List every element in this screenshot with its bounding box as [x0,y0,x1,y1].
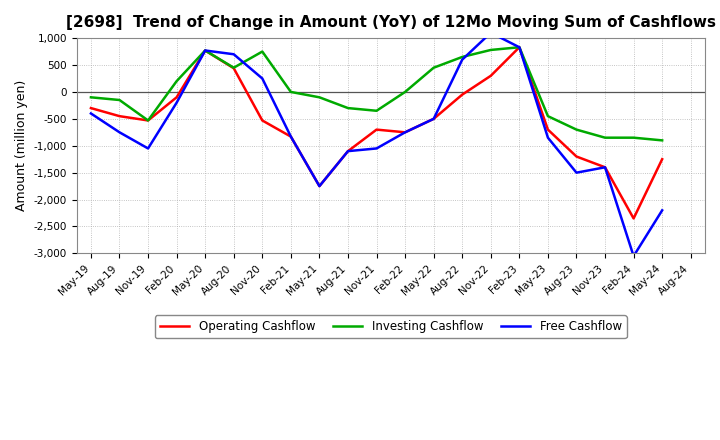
Operating Cashflow [144,118,153,123]
Operating Cashflow [287,134,295,139]
Investing Cashflow [372,108,381,114]
Investing Cashflow [144,118,153,123]
Free Cashflow [343,149,352,154]
Investing Cashflow [115,97,124,103]
Line: Free Cashflow: Free Cashflow [91,33,662,256]
Operating Cashflow [115,114,124,119]
Operating Cashflow [258,118,266,123]
Operating Cashflow [487,73,495,78]
Operating Cashflow [401,130,410,135]
Free Cashflow [544,135,552,140]
Free Cashflow [287,134,295,139]
Free Cashflow [658,208,667,213]
Investing Cashflow [343,106,352,111]
Line: Operating Cashflow: Operating Cashflow [91,47,662,218]
Investing Cashflow [201,48,210,53]
Investing Cashflow [544,114,552,119]
Free Cashflow [429,116,438,121]
Operating Cashflow [429,116,438,121]
Investing Cashflow [172,78,181,84]
Operating Cashflow [86,106,95,111]
Free Cashflow [401,130,410,135]
Free Cashflow [458,57,467,62]
Free Cashflow [487,30,495,35]
Investing Cashflow [401,89,410,95]
Free Cashflow [230,51,238,57]
Investing Cashflow [287,89,295,95]
Free Cashflow [315,183,324,189]
Investing Cashflow [230,65,238,70]
Free Cashflow [372,146,381,151]
Y-axis label: Amount (million yen): Amount (million yen) [15,80,28,211]
Free Cashflow [572,170,581,175]
Investing Cashflow [429,65,438,70]
Title: [2698]  Trend of Change in Amount (YoY) of 12Mo Moving Sum of Cashflows: [2698] Trend of Change in Amount (YoY) o… [66,15,716,30]
Free Cashflow [115,130,124,135]
Investing Cashflow [629,135,638,140]
Operating Cashflow [230,66,238,71]
Legend: Operating Cashflow, Investing Cashflow, Free Cashflow: Operating Cashflow, Investing Cashflow, … [155,315,626,338]
Investing Cashflow [515,44,523,50]
Free Cashflow [629,253,638,259]
Free Cashflow [86,111,95,116]
Investing Cashflow [572,127,581,132]
Free Cashflow [515,44,523,50]
Operating Cashflow [572,154,581,159]
Operating Cashflow [544,127,552,132]
Operating Cashflow [515,44,523,50]
Investing Cashflow [658,138,667,143]
Free Cashflow [258,76,266,81]
Operating Cashflow [458,92,467,97]
Operating Cashflow [629,216,638,221]
Operating Cashflow [172,95,181,100]
Investing Cashflow [487,48,495,53]
Investing Cashflow [86,95,95,100]
Free Cashflow [144,146,153,151]
Operating Cashflow [372,127,381,132]
Line: Investing Cashflow: Investing Cashflow [91,47,662,140]
Investing Cashflow [600,135,609,140]
Operating Cashflow [315,183,324,189]
Free Cashflow [600,165,609,170]
Operating Cashflow [343,149,352,154]
Investing Cashflow [458,54,467,59]
Operating Cashflow [600,165,609,170]
Operating Cashflow [201,48,210,53]
Operating Cashflow [658,157,667,162]
Investing Cashflow [258,49,266,54]
Free Cashflow [201,48,210,53]
Free Cashflow [172,100,181,105]
Investing Cashflow [315,95,324,100]
